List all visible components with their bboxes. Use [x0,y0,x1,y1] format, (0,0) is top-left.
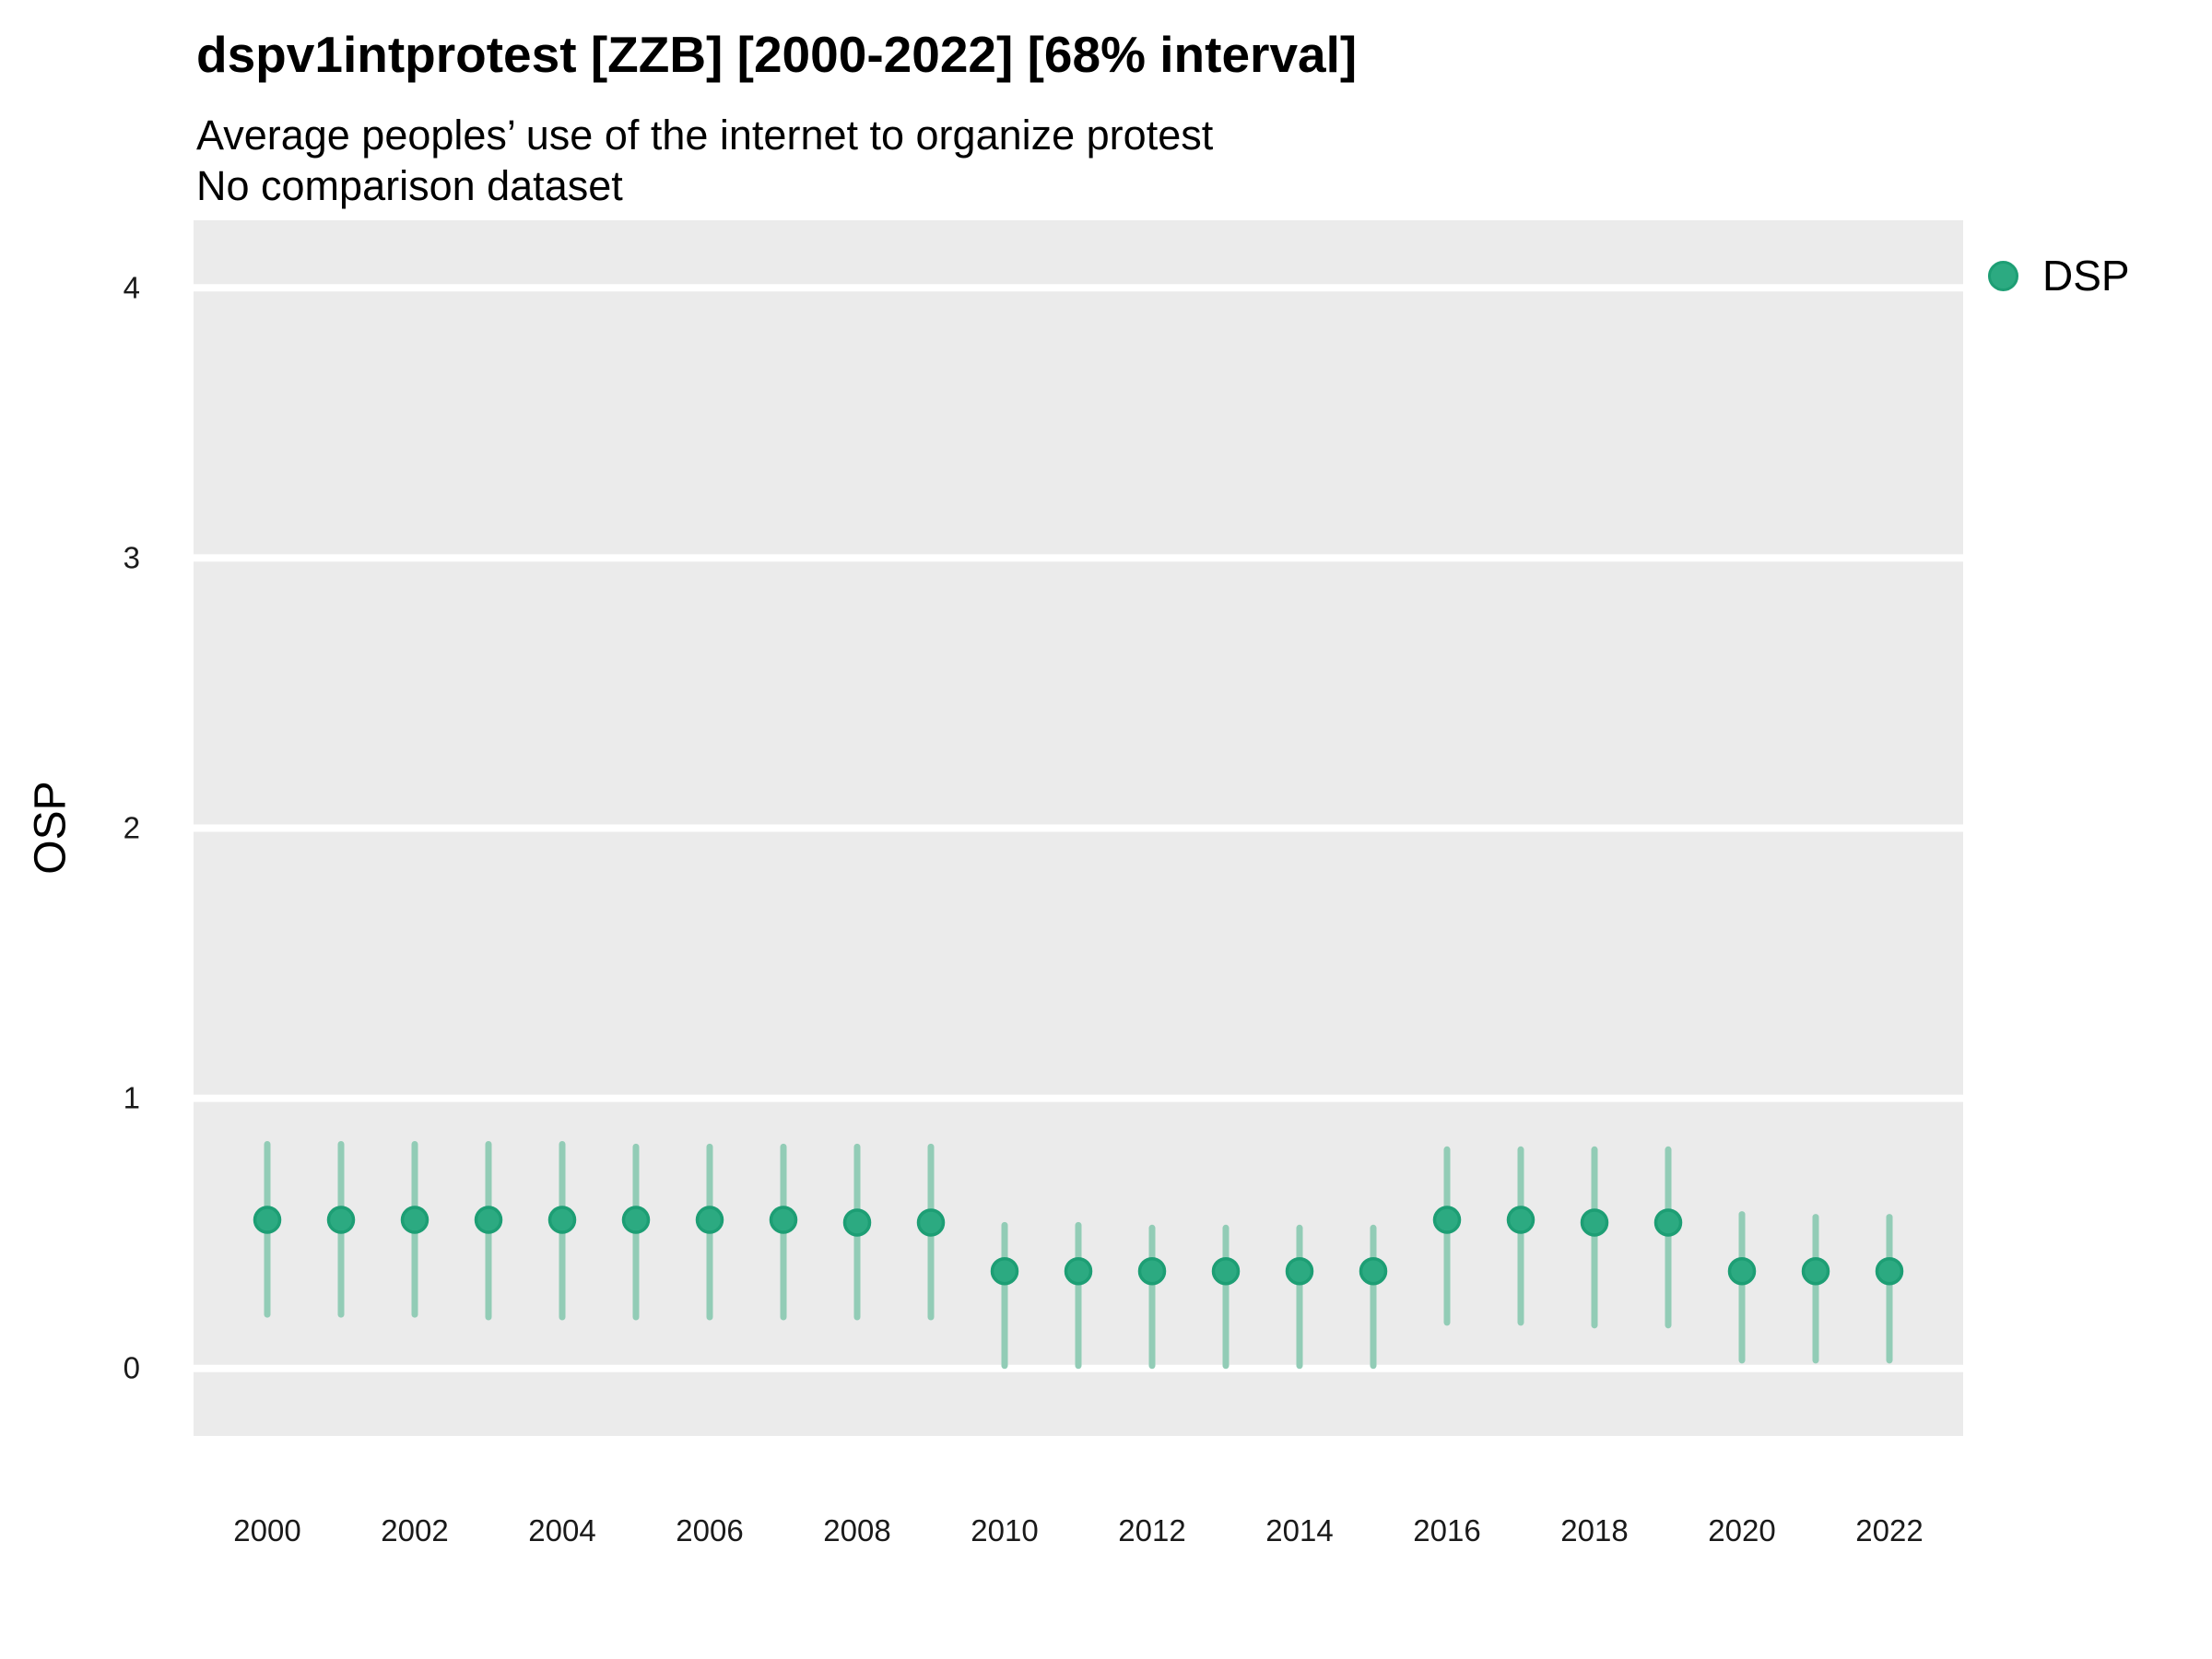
data-point-2018 [1580,1208,1609,1237]
y-tick-label-1: 1 [124,1081,140,1115]
data-point-2014 [1285,1256,1314,1286]
data-point-2021 [1801,1256,1830,1286]
data-point-2015 [1359,1256,1388,1286]
data-point-2013 [1211,1256,1241,1286]
x-tick-label-2010: 2010 [971,1513,1038,1547]
data-point-2005 [621,1206,651,1234]
x-tick-label-2022: 2022 [1855,1513,1923,1547]
data-point-2020 [1727,1256,1757,1286]
data-point-2017 [1506,1206,1535,1234]
data-point-2002 [400,1206,429,1234]
data-point-2019 [1653,1208,1683,1237]
x-tick-label-2004: 2004 [528,1513,595,1547]
x-tick-label-2018: 2018 [1560,1513,1628,1547]
legend-dot-icon [1988,260,2018,291]
chart-note: No comparison dataset [196,162,623,209]
data-point-2012 [1137,1256,1167,1286]
data-point-2016 [1432,1206,1462,1234]
legend: DSP [1988,251,2130,300]
data-point-2010 [990,1256,1019,1286]
data-point-2003 [474,1206,503,1234]
chart-title: dspv1intprotest [ZZB] [2000-2022] [68% i… [196,26,1358,83]
x-tick-label-2014: 2014 [1265,1513,1333,1547]
y-tick-label-4: 4 [124,270,140,304]
x-tick-label-2016: 2016 [1413,1513,1480,1547]
data-point-2004 [547,1206,577,1234]
y-tick-label-3: 3 [124,540,140,574]
data-point-2008 [842,1208,872,1237]
x-tick-label-2000: 2000 [233,1513,300,1547]
x-tick-label-2002: 2002 [381,1513,448,1547]
x-tick-label-2012: 2012 [1118,1513,1185,1547]
chart-subtitle: Average peoples’ use of the internet to … [196,112,1214,159]
legend-label: DSP [2042,252,2130,300]
y-tick-label-2: 2 [124,811,140,845]
data-point-2000 [253,1206,282,1234]
x-tick-label-2020: 2020 [1708,1513,1775,1547]
y-tick-label-0: 0 [124,1351,140,1385]
x-tick-label-2008: 2008 [823,1513,890,1547]
data-point-2001 [326,1206,356,1234]
data-point-2006 [695,1206,724,1234]
x-tick-label-2006: 2006 [676,1513,743,1547]
data-point-2009 [916,1208,946,1237]
data-point-2011 [1064,1256,1093,1286]
data-point-2007 [769,1206,798,1234]
data-point-2022 [1875,1256,1904,1286]
